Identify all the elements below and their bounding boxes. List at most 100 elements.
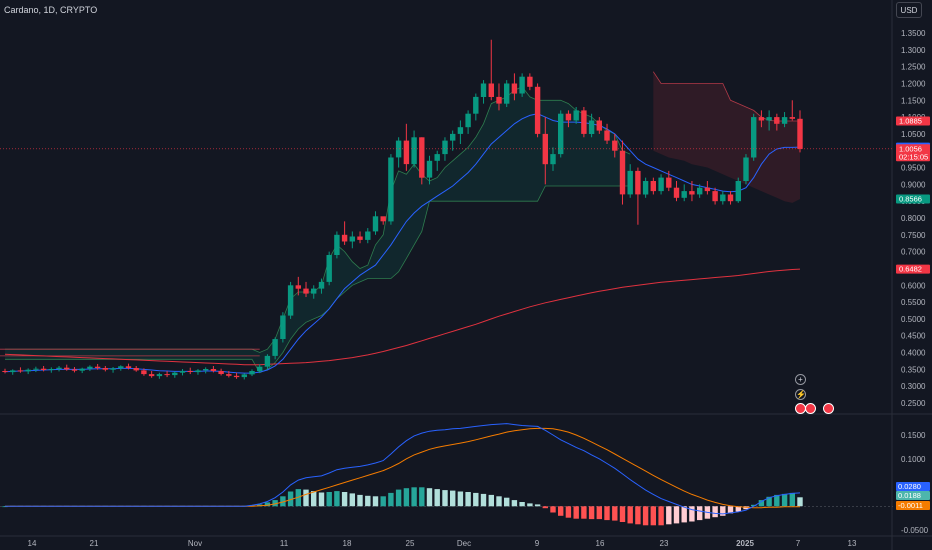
candle-body	[71, 369, 78, 371]
candle-body	[704, 187, 711, 192]
macd-histogram-bar	[419, 487, 425, 507]
macd-histogram-bar	[627, 506, 633, 524]
event-icon[interactable]	[823, 403, 834, 414]
macd-histogram-bar	[712, 506, 718, 518]
price-tick: 1.2000	[901, 80, 926, 89]
event-icon[interactable]	[805, 403, 816, 414]
macd-histogram-bar	[496, 496, 502, 507]
macd-histogram-bar	[457, 491, 464, 507]
macd-histogram-bar	[450, 490, 456, 507]
candle-body	[581, 110, 587, 134]
macd-histogram-bar	[341, 492, 348, 507]
macd-histogram-bar	[403, 488, 410, 507]
add-indicator-icon[interactable]: +	[795, 374, 806, 385]
macd-histogram-bar	[673, 506, 680, 524]
candle-body	[357, 236, 363, 240]
price-label: 0.6482	[899, 265, 922, 274]
candle-body	[264, 355, 271, 367]
candle-body	[110, 368, 116, 370]
candle-body	[527, 76, 533, 87]
macd-histogram-bar	[519, 502, 525, 507]
candle-body	[33, 368, 39, 370]
macd-histogram-bar	[527, 503, 533, 507]
macd-histogram-bar	[697, 506, 703, 521]
channel-lower-line	[5, 185, 631, 374]
macd-histogram-bar	[642, 506, 649, 526]
candle-body	[87, 366, 93, 369]
macd-histogram-bar	[588, 506, 595, 520]
candle-body	[519, 76, 525, 94]
macd-label-bg	[896, 501, 930, 510]
price-tick: 0.4000	[901, 349, 926, 358]
price-tick: 0.5000	[901, 315, 926, 324]
candle-body	[241, 374, 247, 378]
candle-body	[64, 367, 70, 370]
macd-histogram-bar	[797, 497, 803, 507]
candle-body	[689, 191, 695, 195]
time-tick: 2025	[736, 539, 754, 548]
price-tick: 1.2500	[901, 63, 926, 72]
candle-body	[511, 83, 518, 94]
candle-body	[172, 372, 178, 376]
candle-body	[118, 366, 124, 369]
macd-histogram-bar	[766, 496, 772, 507]
price-tick: 0.5500	[901, 298, 926, 307]
macd-histogram-bar	[735, 506, 741, 512]
macd-histogram-bar	[635, 506, 641, 525]
countdown-label: 02:15:05	[899, 152, 928, 161]
macd-label: -0.0011	[898, 501, 923, 510]
macd-histogram-bar	[372, 496, 379, 507]
candle-body	[372, 216, 379, 232]
candle-body	[673, 187, 680, 198]
currency-button[interactable]: USD	[896, 2, 922, 18]
time-tick: 13	[848, 539, 857, 548]
candle-body	[395, 140, 402, 158]
candle-body	[249, 371, 255, 375]
candle-body	[318, 281, 325, 289]
candle-body	[558, 113, 564, 155]
candle-body	[257, 366, 263, 372]
time-tick: 14	[28, 539, 37, 548]
macd-label-bg	[896, 491, 930, 500]
candle-body	[473, 96, 479, 114]
macd-histogram-bar	[774, 494, 780, 507]
candle-body	[195, 370, 201, 373]
macd-label-bg	[896, 482, 930, 491]
candle-body	[789, 117, 795, 119]
macd-histogram-bar	[542, 506, 548, 509]
alert-bolt-icon[interactable]: ⚡	[795, 389, 806, 400]
time-tick: 16	[596, 539, 605, 548]
candle-body	[426, 160, 433, 178]
price-label-bg	[896, 144, 930, 162]
candle-body	[542, 133, 548, 165]
time-tick: 23	[660, 539, 669, 548]
candle-body	[303, 288, 309, 294]
macd-histogram-bar	[318, 492, 325, 507]
price-tick: 0.3500	[901, 365, 926, 374]
slow-ma-line	[4, 268, 801, 366]
time-tick: Nov	[188, 539, 202, 548]
macd-histogram-bar	[596, 506, 602, 520]
price-label-bg	[896, 264, 930, 274]
time-tick: 9	[535, 539, 540, 548]
candle-body	[10, 370, 16, 373]
candle-body	[287, 285, 294, 316]
candle-body	[388, 157, 394, 222]
candle-body	[797, 118, 803, 149]
candle-body	[642, 181, 649, 195]
candle-body	[766, 117, 772, 121]
candle-body	[218, 371, 224, 374]
macd-histogram-bar	[272, 500, 278, 507]
candle-body	[666, 177, 672, 188]
time-tick: 18	[343, 539, 352, 548]
candle-body	[573, 110, 579, 121]
macd-histogram-bar	[411, 487, 417, 507]
macd-histogram-bar	[326, 492, 332, 507]
price-tick: 1.1500	[901, 96, 926, 105]
candle-body	[774, 117, 780, 124]
price-label-bg	[896, 194, 930, 204]
candle-body	[457, 127, 464, 134]
candle-body	[272, 339, 278, 356]
candle-body	[56, 367, 62, 369]
